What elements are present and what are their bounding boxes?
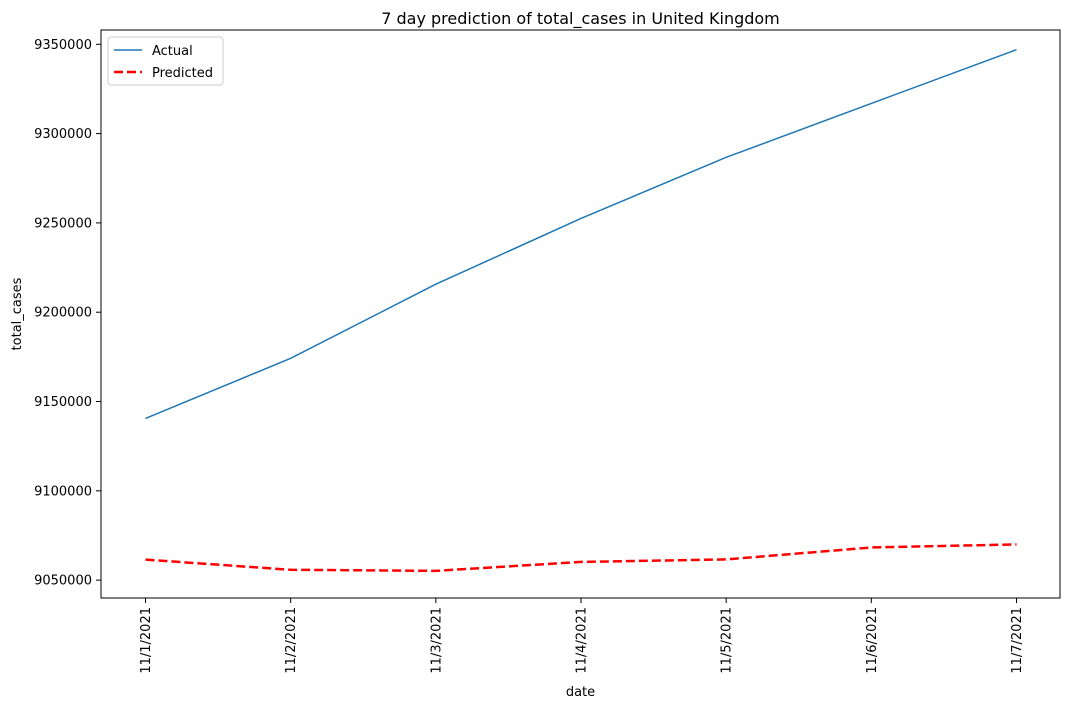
series-line-actual — [145, 48, 1017, 420]
y-tick-label: 9350000 — [34, 38, 92, 53]
y-tick-label: 9300000 — [34, 127, 92, 142]
series-line-predicted — [145, 543, 1017, 573]
chart-title: 7 day prediction of total_cases in Unite… — [381, 9, 780, 29]
x-tick-label: 11/5/2021 — [720, 607, 735, 674]
x-tick-label: 11/6/2021 — [865, 607, 880, 674]
x-axis-ticks: 11/1/2021 11/2/2021 11/3/2021 11/4/2021 11/5… — [139, 598, 1025, 674]
x-tick-label: 11/3/2021 — [429, 607, 444, 674]
x-tick-label: 11/7/2021 — [1010, 607, 1025, 674]
x-tick-label: 11/1/2021 — [139, 607, 154, 674]
legend-label-actual: Actual — [152, 44, 193, 59]
y-axis-label: total_cases — [10, 277, 25, 350]
series-layer — [145, 48, 1017, 573]
x-tick-label: 11/4/2021 — [575, 607, 590, 674]
plot-frame — [100, 29, 1061, 599]
y-tick-label: 9200000 — [34, 306, 92, 321]
legend: Actual Predicted — [107, 36, 224, 86]
x-axis-label: date — [566, 685, 595, 700]
y-tick-label: 9050000 — [34, 574, 92, 589]
legend-label-predicted: Predicted — [152, 66, 213, 81]
y-tick-label: 9250000 — [34, 216, 92, 231]
y-tick-label: 9150000 — [34, 395, 92, 410]
legend-frame — [107, 36, 224, 86]
x-tick-label: 11/2/2021 — [284, 607, 299, 674]
y-axis-ticks: 9050000 9100000 9150000 9200000 9250000 93000… — [34, 38, 101, 589]
y-tick-label: 9100000 — [34, 484, 92, 499]
